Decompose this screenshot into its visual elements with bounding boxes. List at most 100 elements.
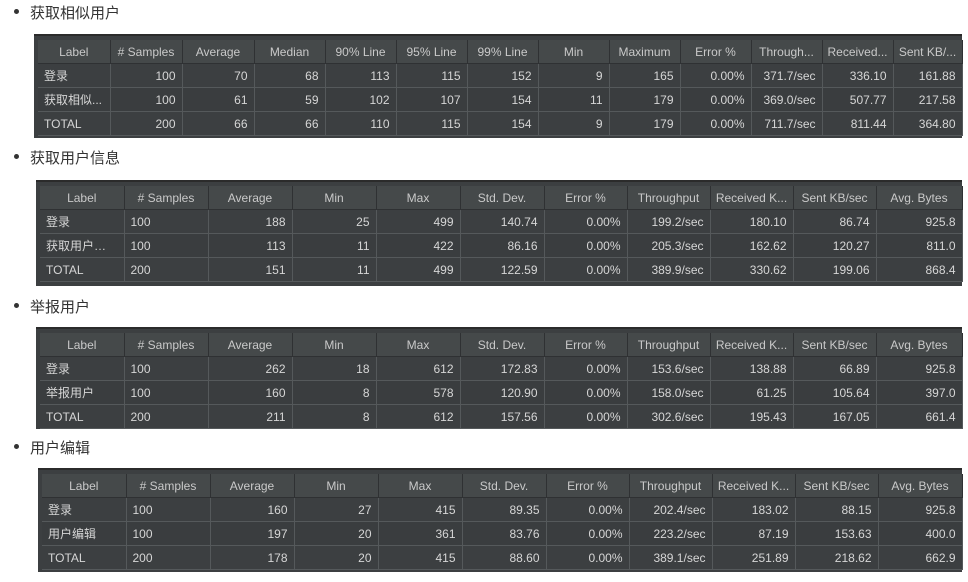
table-row[interactable]: TOTAL 200 151 11 499 122.59 0.00% 389.9/… <box>40 257 963 282</box>
table-cell: 371.7/sec <box>751 63 823 88</box>
column-header[interactable]: Min <box>294 474 379 498</box>
bullet-icon <box>14 444 19 449</box>
column-header[interactable]: # Samples <box>124 186 209 210</box>
column-header[interactable]: Std. Dev. <box>460 186 545 210</box>
column-header[interactable]: Label <box>42 474 127 498</box>
column-header[interactable]: 99% Line <box>467 40 539 64</box>
column-header[interactable]: Received K... <box>710 333 794 357</box>
table-cell: TOTAL <box>40 257 125 282</box>
table-row[interactable]: 登录 100 262 18 612 172.83 0.00% 153.6/sec… <box>40 356 963 381</box>
column-header[interactable]: Sent KB/sec <box>793 333 877 357</box>
column-header[interactable]: Received K... <box>710 186 794 210</box>
column-header[interactable]: Sent KB/sec <box>795 474 879 498</box>
column-header[interactable]: Error % <box>680 40 752 64</box>
table-row[interactable]: 用户编辑 100 197 20 361 83.76 0.00% 223.2/se… <box>42 521 963 546</box>
table-cell: 868.4 <box>876 257 963 282</box>
column-header[interactable]: Maximum <box>609 40 681 64</box>
column-header[interactable]: Through... <box>751 40 823 64</box>
column-header[interactable]: Avg. Bytes <box>876 186 963 210</box>
table-cell: 662.9 <box>878 545 963 570</box>
column-header[interactable]: 95% Line <box>396 40 468 64</box>
column-header[interactable]: Avg. Bytes <box>876 333 963 357</box>
column-header[interactable]: Error % <box>544 333 628 357</box>
table-row[interactable]: 获取相似... 100 61 59 102 107 154 11 179 0.0… <box>38 87 963 112</box>
table-cell: 211 <box>208 404 293 429</box>
table-cell: TOTAL <box>40 404 125 429</box>
column-header[interactable]: Received... <box>822 40 894 64</box>
column-header[interactable]: # Samples <box>110 40 183 64</box>
table-cell: 100 <box>124 233 209 258</box>
table-row[interactable]: TOTAL 200 66 66 110 115 154 9 179 0.00% … <box>38 111 963 136</box>
column-header[interactable]: Std. Dev. <box>462 474 547 498</box>
section-title-text: 用户编辑 <box>30 439 91 457</box>
column-header[interactable]: # Samples <box>126 474 211 498</box>
table-cell: TOTAL <box>38 111 111 136</box>
table-cell: 711.7/sec <box>751 111 823 136</box>
table-cell: 199.06 <box>793 257 877 282</box>
column-header[interactable]: Median <box>254 40 326 64</box>
column-header[interactable]: Std. Dev. <box>460 333 545 357</box>
column-header[interactable]: Label <box>40 333 125 357</box>
table-cell: 661.4 <box>876 404 963 429</box>
table-cell: TOTAL <box>42 545 127 570</box>
table-cell: 389.9/sec <box>627 257 711 282</box>
table-cell: 登录 <box>38 63 111 88</box>
table-cell: 336.10 <box>822 63 894 88</box>
table-cell: 86.16 <box>460 233 545 258</box>
table-cell: 400.0 <box>878 521 963 546</box>
aggregate-report-1: Label # Samples Average Median 90% Line … <box>34 34 963 138</box>
column-header[interactable]: Average <box>210 474 295 498</box>
column-header[interactable]: Error % <box>546 474 630 498</box>
column-header[interactable]: 90% Line <box>325 40 397 64</box>
column-header[interactable]: Label <box>40 186 125 210</box>
table-cell: 100 <box>124 380 209 405</box>
column-header[interactable]: Sent KB/... <box>893 40 963 64</box>
column-header[interactable]: Max <box>376 186 461 210</box>
table-row[interactable]: TOTAL 200 211 8 612 157.56 0.00% 302.6/s… <box>40 404 963 429</box>
column-header[interactable]: Max <box>378 474 463 498</box>
column-header[interactable]: Min <box>292 186 377 210</box>
table-row[interactable]: 登录 100 188 25 499 140.74 0.00% 199.2/sec… <box>40 209 963 234</box>
table-row[interactable]: 获取用户信息 100 113 11 422 86.16 0.00% 205.3/… <box>40 233 963 258</box>
table-row[interactable]: 举报用户 100 160 8 578 120.90 0.00% 158.0/se… <box>40 380 963 405</box>
column-header[interactable]: Average <box>208 333 293 357</box>
section-title-text: 举报用户 <box>30 298 91 316</box>
table-cell: 200 <box>126 545 211 570</box>
table-cell: 251.89 <box>712 545 796 570</box>
table-cell: 86.74 <box>793 209 877 234</box>
column-header[interactable]: Error % <box>544 186 628 210</box>
table-cell: 20 <box>294 545 379 570</box>
table-row[interactable]: 登录 100 160 27 415 89.35 0.00% 202.4/sec … <box>42 497 963 522</box>
table-cell: 100 <box>110 63 183 88</box>
table-cell: 330.62 <box>710 257 794 282</box>
column-header[interactable]: Throughput <box>627 333 711 357</box>
table-cell: 415 <box>378 545 463 570</box>
column-header[interactable]: # Samples <box>124 333 209 357</box>
table-cell: 59 <box>254 87 326 112</box>
table-cell: 100 <box>126 521 211 546</box>
table-row[interactable]: 登录 100 70 68 113 115 152 9 165 0.00% 371… <box>38 63 963 88</box>
table-cell: 179 <box>609 87 681 112</box>
column-header[interactable]: Label <box>38 40 111 64</box>
column-header[interactable]: Min <box>538 40 610 64</box>
table-cell: 100 <box>110 87 183 112</box>
column-header[interactable]: Throughput <box>629 474 713 498</box>
column-header[interactable]: Sent KB/sec <box>793 186 877 210</box>
table-cell: 88.15 <box>795 497 879 522</box>
table-cell: 218.62 <box>795 545 879 570</box>
column-header[interactable]: Max <box>376 333 461 357</box>
column-header[interactable]: Average <box>208 186 293 210</box>
aggregate-report-3: Label # Samples Average Min Max Std. Dev… <box>36 327 963 429</box>
table-cell: 180.10 <box>710 209 794 234</box>
column-header[interactable]: Average <box>182 40 255 64</box>
table-cell: 223.2/sec <box>629 521 713 546</box>
table-cell: 153.6/sec <box>627 356 711 381</box>
column-header[interactable]: Min <box>292 333 377 357</box>
section-title-text: 获取用户信息 <box>30 149 121 167</box>
table-cell: 205.3/sec <box>627 233 711 258</box>
table-row[interactable]: TOTAL 200 178 20 415 88.60 0.00% 389.1/s… <box>42 545 963 570</box>
table-cell: 9 <box>538 63 610 88</box>
column-header[interactable]: Throughput <box>627 186 711 210</box>
column-header[interactable]: Received K... <box>712 474 796 498</box>
column-header[interactable]: Avg. Bytes <box>878 474 963 498</box>
